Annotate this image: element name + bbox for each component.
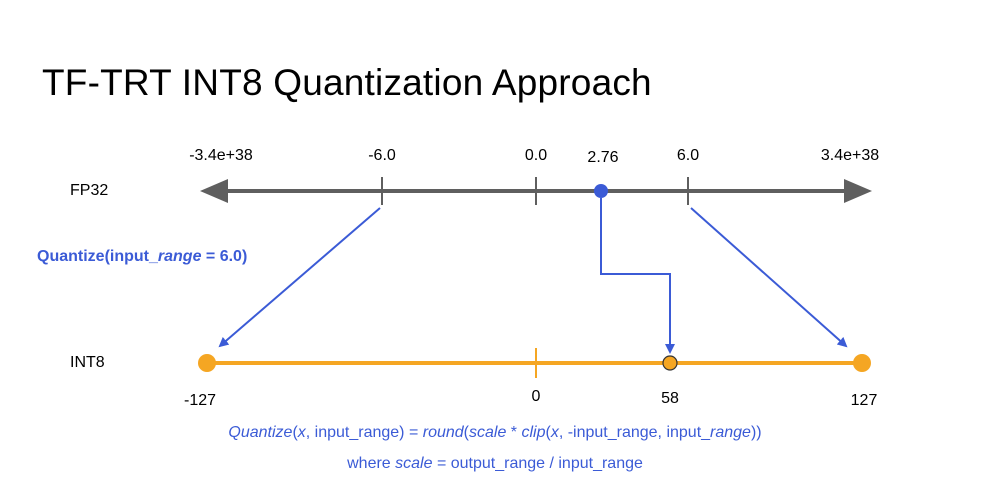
formula-part: , -input_range, input_ xyxy=(558,424,711,441)
int8-sample-point xyxy=(662,355,678,371)
fp32-tick-label-pos-6: 6.0 xyxy=(676,147,700,164)
formula-clip: clip xyxy=(521,424,546,441)
fp32-axis-left-arrowhead xyxy=(200,179,228,203)
formula-part: * xyxy=(506,424,522,441)
map-arrow-sample-value xyxy=(600,198,675,354)
quantize-label: Quantize(input_range = 6.0) xyxy=(37,248,247,266)
formula-round: round xyxy=(422,424,464,441)
fp32-sample-point xyxy=(594,184,608,198)
map-arrow-neg-range xyxy=(218,207,381,348)
quantize-label-italic: range xyxy=(157,248,202,265)
quantize-label-prefix: Quantize(input_ xyxy=(37,248,158,265)
scale-formula: where scale = output_range / input_range xyxy=(0,455,990,473)
formula-range: range xyxy=(710,424,751,441)
fp32-tick-label-zero: 0.0 xyxy=(524,147,548,164)
formula-part: ( xyxy=(463,424,469,441)
fp32-tick-label-sample-value: 2.76 xyxy=(587,149,619,166)
fp32-label: FP32 xyxy=(70,182,109,199)
quantize-label-suffix: = 6.0) xyxy=(201,248,248,265)
int8-tick-label-zero: 0 xyxy=(531,388,541,405)
int8-max-endpoint xyxy=(853,354,871,372)
formula-x: x xyxy=(550,424,559,441)
quantize-formula: Quantize(x, input_range) = round(scale *… xyxy=(0,424,990,442)
int8-min-endpoint xyxy=(198,354,216,372)
formula-part: )) xyxy=(750,424,762,441)
formula-x: x xyxy=(297,424,306,441)
fp32-tick-label-neg-max: -3.4e+38 xyxy=(189,147,253,164)
int8-tick-label-sample-value: 58 xyxy=(661,390,679,407)
formula-quantize: Quantize xyxy=(228,424,293,441)
int8-tick-label-max: 127 xyxy=(850,392,878,409)
where-part: where xyxy=(347,455,396,472)
formula-part: ( xyxy=(292,424,298,441)
where-scale: scale xyxy=(395,455,433,472)
map-arrow-pos-range xyxy=(690,207,848,348)
where-part: = output_range / input_range xyxy=(432,455,643,472)
formula-scale: scale xyxy=(468,424,507,441)
fp32-axis-right-arrowhead xyxy=(844,179,872,203)
fp32-tick-label-pos-max: 3.4e+38 xyxy=(820,147,880,164)
fp32-tick-label-neg-6: -6.0 xyxy=(368,147,396,164)
page-title: TF-TRT INT8 Quantization Approach xyxy=(42,62,652,103)
int8-label: INT8 xyxy=(70,354,105,371)
formula-part: , input_range) = xyxy=(305,424,423,441)
int8-tick-label-min: -127 xyxy=(183,392,217,409)
formula-part: ( xyxy=(545,424,551,441)
